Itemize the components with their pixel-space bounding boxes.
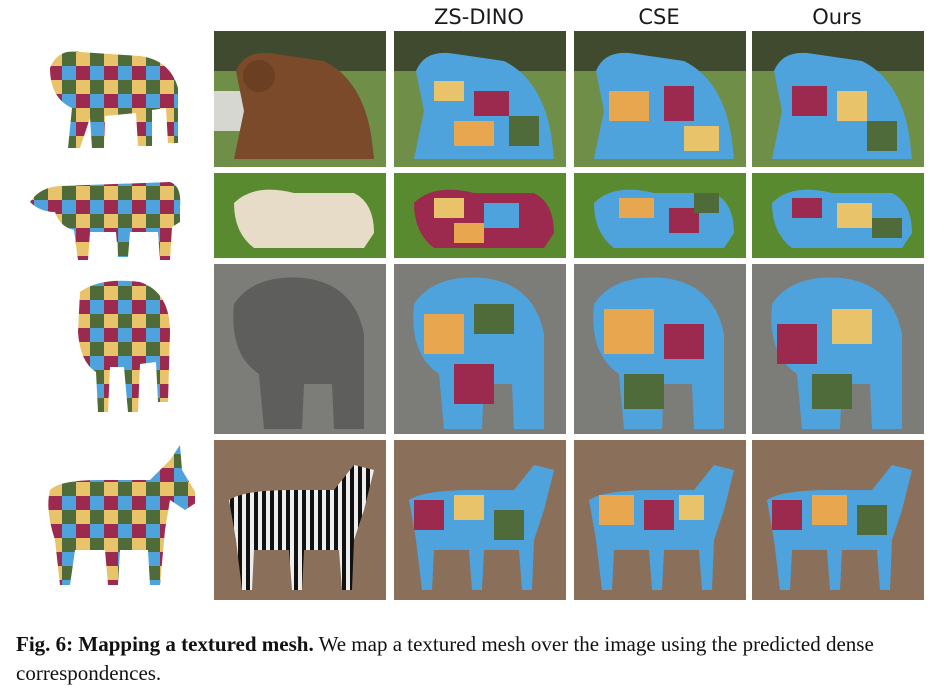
result-ours-zebra (752, 440, 924, 600)
result-zs-dino-bear (394, 31, 566, 167)
figure-label: Fig. 6: (16, 632, 74, 656)
column-header-zs-dino: ZS-DINO (434, 5, 524, 29)
result-cse-elephant (574, 264, 746, 434)
result-cse-bear (574, 31, 746, 167)
result-cse-cow (574, 173, 746, 258)
result-cse-zebra (574, 440, 746, 600)
result-zs-dino-elephant (394, 264, 566, 434)
textured-mesh-elephant (20, 272, 195, 422)
figure-title: Mapping a textured mesh. (78, 632, 314, 656)
result-zs-dino-cow (394, 173, 566, 258)
textured-mesh-zebra (20, 440, 195, 590)
result-ours-cow (752, 173, 924, 258)
result-ours-bear (752, 31, 924, 167)
column-header-ours: Ours (812, 5, 862, 29)
column-header-cse: CSE (638, 5, 680, 29)
result-ours-elephant (752, 264, 924, 434)
input-photo-bear (214, 31, 386, 167)
figure-caption-text: We map a textured mesh over the image us… (16, 632, 874, 685)
input-photo-elephant (214, 264, 386, 434)
input-photo-cow (214, 173, 386, 258)
figure-caption: Fig. 6: Mapping a textured mesh. We map … (16, 630, 941, 688)
textured-mesh-bear (20, 38, 195, 158)
result-zs-dino-zebra (394, 440, 566, 600)
input-photo-zebra (214, 440, 386, 600)
textured-mesh-cow (20, 172, 195, 264)
